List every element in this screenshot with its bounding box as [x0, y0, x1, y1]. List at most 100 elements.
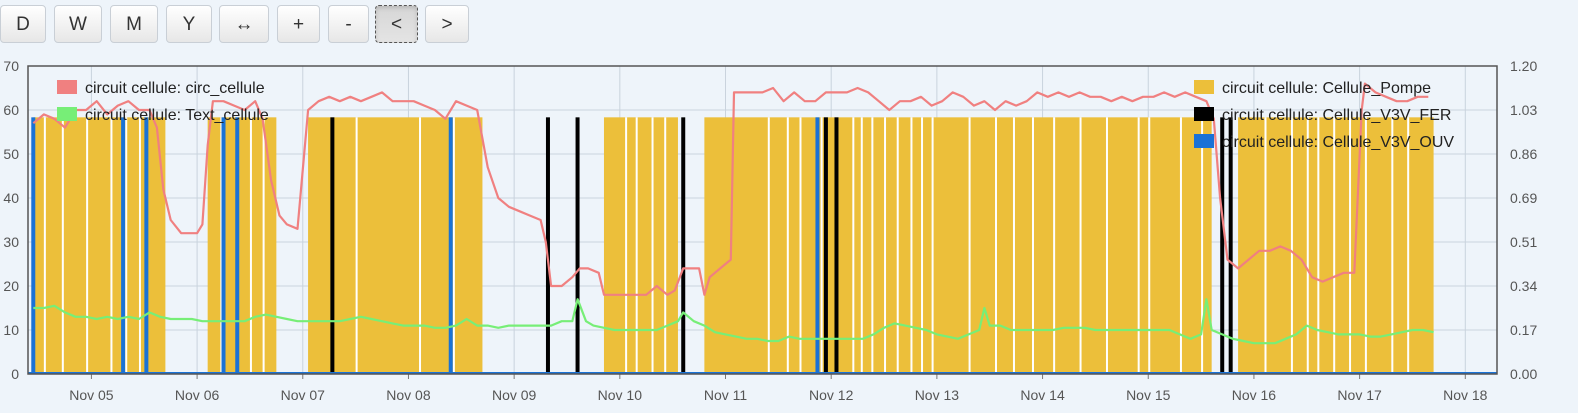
pump-off-gap [1148, 117, 1151, 374]
pump-off-gap [249, 117, 252, 374]
valve-closed-pulse [681, 117, 686, 374]
pump-on-block [207, 117, 277, 374]
pump-off-gap [1012, 117, 1015, 374]
pump-off-gap [1201, 117, 1204, 374]
legend-swatch [1194, 134, 1214, 148]
zoom-in-button[interactable]: + [277, 5, 320, 43]
legend-label: circuit cellule: circ_cellule [85, 80, 265, 97]
pump-off-gap [1407, 117, 1410, 374]
pump-off-gap [1290, 117, 1293, 374]
pump-off-gap [355, 117, 358, 374]
pump-off-gap [767, 117, 770, 374]
zoom-out-button[interactable]: - [328, 5, 369, 43]
valve-closed-pulse [834, 117, 839, 374]
legend-label: circuit cellule: Cellule_V3V_OUV [1222, 134, 1454, 151]
pump-off-gap [1264, 117, 1267, 374]
pump-off-gap [820, 117, 823, 374]
legend-label: circuit cellule: Cellule_Pompe [1222, 80, 1431, 97]
y-tick-label-right: 0.34 [1510, 278, 1537, 294]
y-tick-label-right: 0.86 [1510, 146, 1537, 162]
pump-off-gap [43, 117, 46, 374]
pump-off-gap [921, 117, 924, 374]
pump-off-gap [995, 117, 998, 374]
pump-off-gap [635, 117, 638, 374]
valve-closed-pulse [545, 117, 550, 374]
valve-closed-pulse [1220, 117, 1225, 374]
pump-on-block [33, 117, 166, 374]
text-cellule-line [33, 298, 1434, 345]
y-tick-label-right: 0.69 [1510, 190, 1537, 206]
pump-off-gap [786, 117, 789, 374]
pump-off-gap [1333, 117, 1336, 374]
pump-off-gap [1053, 117, 1056, 374]
pump-off-gap [262, 117, 265, 374]
y-tick-label-left: 70 [3, 58, 19, 74]
y-tick-label-left: 60 [3, 102, 19, 118]
fit-range-button[interactable]: ↔ [219, 5, 269, 43]
valve-closed-pulse [823, 117, 828, 374]
previous-period-button[interactable]: < [375, 5, 418, 43]
legend-swatch [57, 80, 77, 94]
pump-off-gap [138, 117, 141, 374]
y-tick-label-right: 1.20 [1510, 58, 1537, 74]
pump-off-gap [852, 117, 855, 374]
pump-off-gap [1137, 117, 1140, 374]
y-tick-label-left: 50 [3, 146, 19, 162]
pump-off-gap [1179, 117, 1182, 374]
next-period-button[interactable]: > [425, 5, 469, 43]
plot-border [27, 65, 1498, 375]
valve-open-pulse [448, 117, 453, 374]
x-tick-label: Nov 15 [1126, 387, 1171, 403]
x-tick-label: Nov 17 [1337, 387, 1382, 403]
valve-closed-pulse [575, 117, 580, 374]
valve-open-pulse [31, 117, 36, 374]
pump-off-gap [664, 117, 667, 374]
x-tick-label: Nov 13 [915, 387, 960, 403]
day-view-button[interactable]: D [0, 5, 46, 43]
y-tick-label-left: 30 [3, 234, 19, 250]
pump-off-gap [1349, 117, 1352, 374]
month-view-button[interactable]: M [110, 5, 158, 43]
pump-off-gap [1391, 117, 1394, 374]
pump-on-block [603, 117, 678, 374]
x-tick-label: Nov 10 [598, 387, 643, 403]
legend-swatch [57, 107, 77, 121]
x-tick-label: Nov 11 [704, 387, 748, 403]
pump-off-gap [220, 117, 223, 374]
pump-off-gap [419, 117, 422, 374]
pump-off-gap [110, 117, 113, 374]
pump-off-gap [871, 117, 874, 374]
pump-off-gap [968, 117, 971, 374]
y-tick-label-right: 0.00 [1510, 366, 1537, 382]
pump-off-gap [125, 117, 128, 374]
y-tick-label-left: 40 [3, 190, 19, 206]
y-tick-label-right: 0.51 [1510, 234, 1537, 250]
x-tick-label: Nov 08 [386, 387, 431, 403]
pump-off-gap [931, 117, 934, 374]
x-tick-label: Nov 05 [69, 387, 114, 403]
chart: 0 0.00 10 0.17 20 0.34 30 0.51 40 0.69 50 0.86 60 1.0… [3, 58, 1537, 403]
valve-open-pulse [815, 117, 820, 374]
pump-off-gap [860, 117, 863, 374]
y-tick-label-right: 1.03 [1510, 102, 1537, 118]
valve-closed-pulse [330, 117, 335, 374]
pump-on-block [704, 117, 1212, 374]
legend-label: circuit cellule: Text_cellule [85, 107, 269, 124]
legend-label: circuit cellule: Cellule_V3V_FER [1222, 107, 1451, 124]
x-tick-label: Nov 06 [175, 387, 220, 403]
pump-off-gap [1079, 117, 1082, 374]
valve-open-pulse [121, 117, 126, 374]
circ-cellule-line [32, 82, 1429, 296]
valve-open-pulse [221, 117, 226, 374]
y-tick-label-left: 10 [3, 322, 19, 338]
pump-off-gap [1317, 117, 1320, 374]
y-tick-label-left: 0 [11, 366, 19, 382]
legend-swatch [1194, 80, 1214, 94]
valve-open-pulse [144, 117, 149, 374]
year-view-button[interactable]: Y [166, 5, 212, 43]
pump-off-gap [61, 117, 64, 374]
pump-off-gap [1031, 117, 1034, 374]
week-view-button[interactable]: W [54, 5, 102, 43]
pump-off-gap [452, 117, 455, 374]
x-tick-label: Nov 09 [492, 387, 537, 403]
